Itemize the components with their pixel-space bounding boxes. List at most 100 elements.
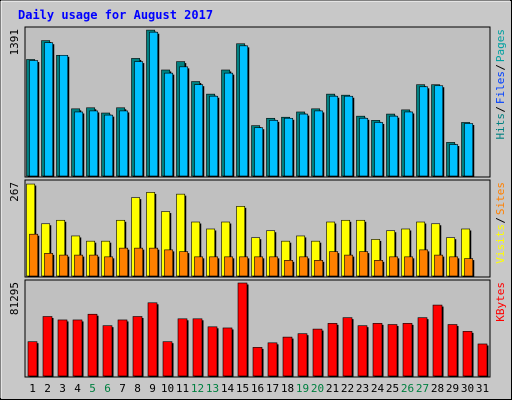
bar-hits-files-13 — [209, 95, 219, 177]
bar-visits-sites-20 — [314, 260, 324, 277]
x-tick-label: 30 — [461, 382, 474, 395]
x-tick-label: 27 — [416, 382, 429, 395]
x-tick-label: 3 — [59, 382, 66, 395]
x-tick-label: 31 — [476, 382, 489, 395]
bar-kbytes-kbytes-25 — [387, 324, 398, 377]
bar-kbytes-kbytes-16 — [252, 347, 263, 377]
panel-visits-ymax-tick: 267 — [8, 182, 21, 202]
bar-visits-sites-18 — [284, 260, 294, 277]
bar-hits-files-7 — [119, 110, 129, 177]
bar-hits-files-29 — [449, 144, 459, 177]
bar-kbytes-kbytes-18 — [282, 336, 293, 377]
panel-hits-ymax-tick: 1391 — [8, 29, 21, 56]
bar-kbytes-kbytes-27 — [417, 317, 428, 377]
bar-kbytes-kbytes-19 — [297, 333, 308, 377]
bar-hits-files-25 — [389, 115, 399, 177]
panel-hits-legend-separator: / — [494, 64, 507, 71]
x-tick-label: 15 — [236, 382, 249, 395]
x-tick-label: 10 — [161, 382, 174, 395]
bar-kbytes-kbytes-8 — [132, 316, 143, 377]
bar-visits-sites-3 — [59, 254, 69, 277]
bar-visits-sites-10 — [164, 249, 174, 277]
bar-kbytes-kbytes-7 — [117, 319, 128, 377]
panel-hits-legend-separator: / — [494, 106, 507, 113]
x-tick-label: 11 — [176, 382, 189, 395]
bar-kbytes-kbytes-30 — [462, 331, 473, 377]
bar-visits-sites-16 — [254, 256, 264, 277]
bar-hits-files-3 — [59, 54, 69, 177]
bar-visits-sites-8 — [134, 247, 144, 277]
x-tick-label: 14 — [221, 382, 235, 395]
bar-hits-files-4 — [74, 111, 84, 177]
bar-visits-sites-19 — [299, 256, 309, 277]
bar-kbytes-kbytes-11 — [177, 318, 188, 377]
panel-visits-legend-sites: Sites — [494, 182, 507, 215]
x-tick-label: 13 — [206, 382, 219, 395]
bar-visits-sites-5 — [89, 254, 99, 277]
bar-hits-files-19 — [299, 113, 309, 177]
bar-hits-files-23 — [359, 117, 369, 177]
bar-kbytes-kbytes-24 — [372, 323, 383, 377]
bar-kbytes-kbytes-15 — [237, 282, 248, 377]
bar-kbytes-kbytes-3 — [57, 319, 68, 377]
panel-kbytes-legend-kbytes: KBytes — [494, 282, 507, 322]
panel-visits-legend-separator: / — [494, 217, 507, 224]
bar-visits-sites-9 — [149, 247, 159, 277]
bar-kbytes-kbytes-1 — [27, 341, 38, 377]
bar-visits-sites-13 — [209, 256, 219, 277]
bar-hits-files-5 — [89, 110, 99, 177]
bar-hits-files-26 — [404, 111, 414, 177]
bar-hits-files-28 — [434, 85, 444, 177]
bar-visits-sites-12 — [194, 256, 204, 277]
bar-kbytes-kbytes-2 — [42, 316, 53, 377]
bar-visits-sites-27 — [419, 249, 429, 277]
bar-hits-files-8 — [134, 61, 144, 177]
x-tick-label: 21 — [326, 382, 339, 395]
bar-kbytes-kbytes-20 — [312, 328, 323, 377]
bar-hits-files-2 — [44, 42, 54, 177]
bar-kbytes-kbytes-31 — [477, 343, 488, 377]
x-tick-label: 20 — [311, 382, 324, 395]
panel-kbytes-ymax-tick: 81295 — [8, 282, 21, 315]
bar-visits-sites-15 — [239, 256, 249, 277]
bar-hits-files-14 — [224, 72, 234, 177]
x-tick-label: 17 — [266, 382, 279, 395]
panel-hits-legend-pages: Pages — [494, 29, 507, 62]
bar-kbytes-kbytes-17 — [267, 342, 278, 377]
bar-hits-files-22 — [344, 95, 354, 177]
x-tick-label: 29 — [446, 382, 459, 395]
x-tick-label: 5 — [89, 382, 96, 395]
x-tick-label: 4 — [74, 382, 81, 395]
chart-title: Daily usage for August 2017 — [18, 8, 213, 22]
bar-kbytes-kbytes-14 — [222, 327, 233, 377]
bar-visits-sites-11 — [179, 251, 189, 277]
x-tick-label: 16 — [251, 382, 264, 395]
x-tick-label: 2 — [44, 382, 51, 395]
bar-hits-files-20 — [314, 110, 324, 177]
bar-hits-files-15 — [239, 45, 249, 177]
bar-hits-files-30 — [464, 123, 474, 177]
bar-visits-sites-23 — [359, 251, 369, 277]
x-tick-label: 12 — [191, 382, 204, 395]
x-tick-label: 26 — [401, 382, 414, 395]
bar-hits-files-18 — [284, 117, 294, 177]
bar-hits-files-6 — [104, 114, 114, 177]
x-tick-label: 6 — [104, 382, 111, 395]
bar-visits-sites-28 — [434, 254, 444, 277]
bar-visits-sites-29 — [449, 256, 459, 277]
bar-hits-files-12 — [194, 84, 204, 177]
x-tick-label: 1 — [29, 382, 36, 395]
bar-kbytes-kbytes-12 — [192, 318, 203, 377]
bar-kbytes-kbytes-13 — [207, 326, 218, 377]
bar-visits-sites-6 — [104, 256, 114, 277]
bar-visits-sites-7 — [119, 247, 129, 277]
bar-kbytes-kbytes-21 — [327, 323, 338, 377]
bar-kbytes-kbytes-29 — [447, 324, 458, 377]
bar-hits-files-9 — [149, 31, 159, 177]
x-tick-label: 9 — [149, 382, 156, 395]
x-tick-label: 8 — [134, 382, 141, 395]
x-tick-label: 22 — [341, 382, 354, 395]
bar-hits-files-10 — [164, 72, 174, 177]
